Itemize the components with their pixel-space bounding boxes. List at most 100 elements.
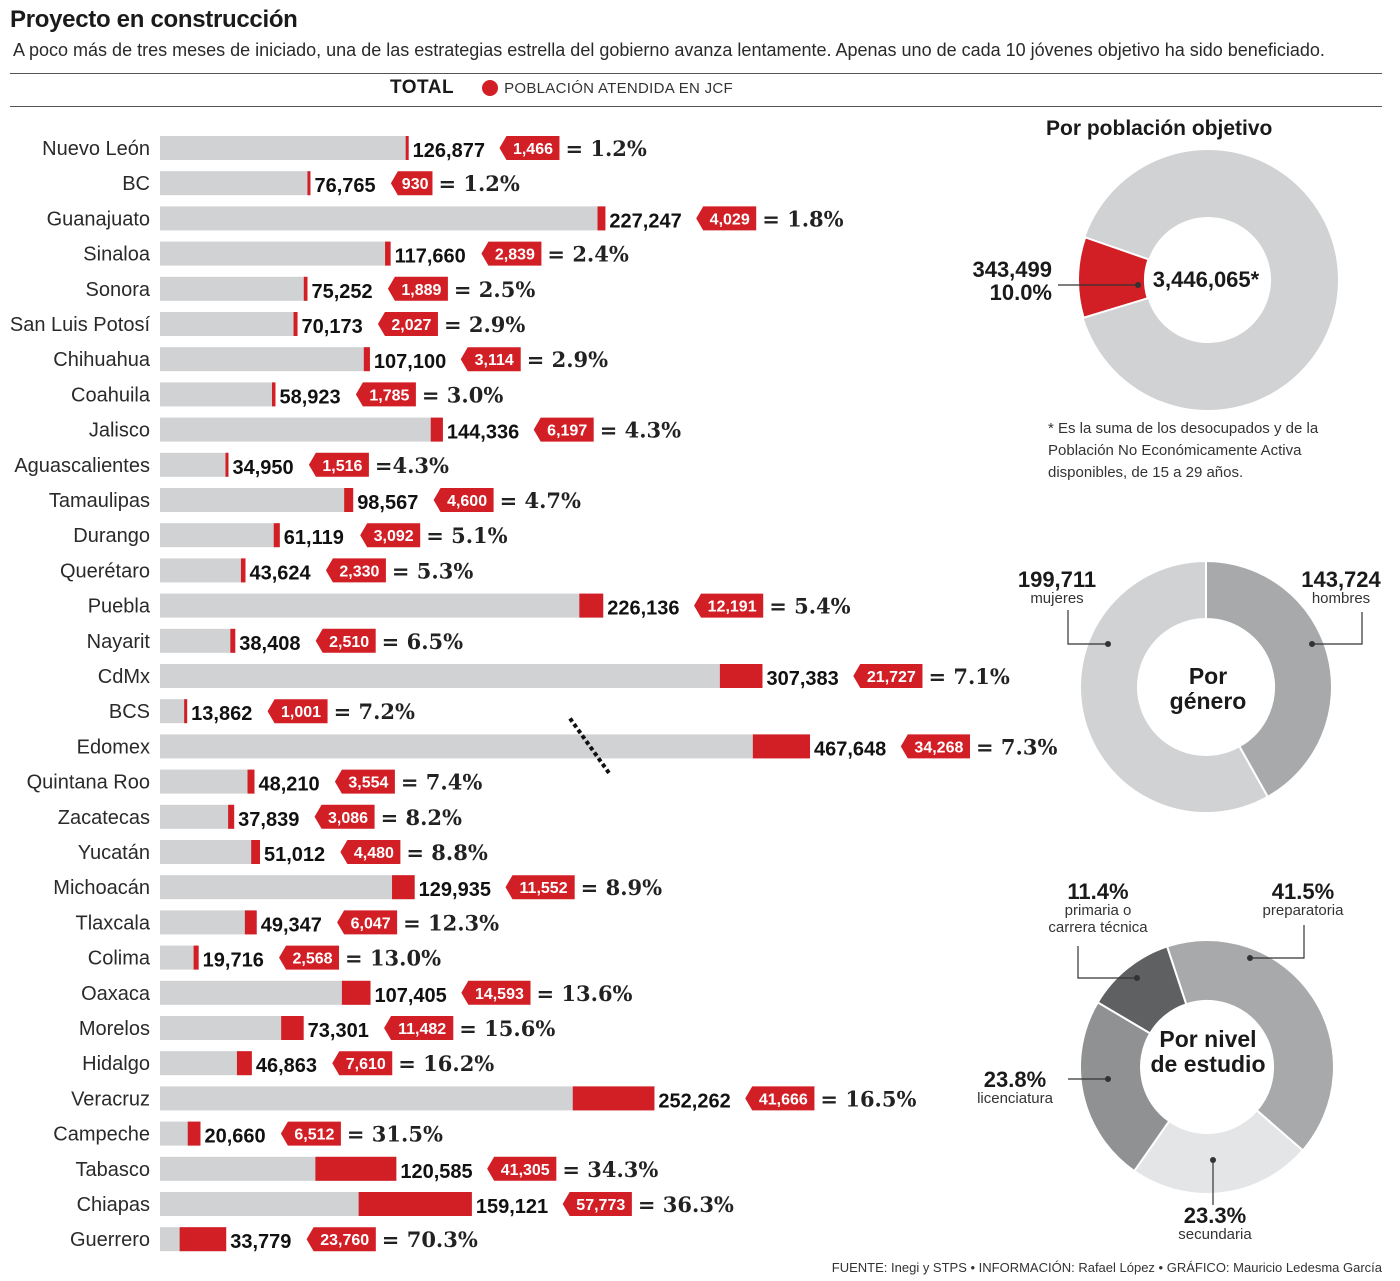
bar-row: Guerrero 33,779 23,760 = 70.3% [70,1227,478,1253]
bar-row: Chihuahua 107,100 3,114 = 2.9% [53,347,608,373]
attended-tag [280,1121,341,1146]
attended-value-label: 1,516 [322,458,362,475]
state-label: Querétaro [60,560,150,582]
objective-leader-dot [1135,282,1141,288]
attended-bar [179,1227,227,1252]
bar-row: Tabasco 120,585 41,305 = 34.3% [76,1156,658,1183]
total-value-label: 98,567 [357,492,418,514]
total-bar [160,558,246,583]
attended-tag [696,206,757,231]
total-value-label: 51,012 [264,844,325,866]
total-value-label: 126,877 [413,140,485,162]
total-value-label: 19,716 [203,950,264,972]
total-bar [160,664,763,688]
attended-tag [325,558,386,583]
total-bar [160,699,188,724]
attended-tag [900,734,970,759]
attended-bar [579,593,604,618]
attended-value-label: 1,889 [401,282,441,299]
percent-label: = 7.4% [401,770,482,795]
attended-value-label: 2,568 [293,951,333,968]
donut-education [1068,925,1335,1205]
total-bar [160,980,371,1005]
attended-tag [355,382,416,407]
total-bar [160,276,308,301]
total-value-label: 34,950 [233,457,294,479]
attended-value-label: 41,305 [501,1162,550,1179]
bar-row: Querétaro 43,624 2,330 = 5.3% [60,558,473,584]
bar-row: Edomex 467,648 34,268 = 7.3% [77,717,1057,776]
gender-center-line1: Por [1188,663,1228,689]
state-label: Campeche [53,1124,150,1146]
state-label: Jalisco [89,420,150,442]
state-label: Edomex [77,736,150,758]
state-label: Zacatecas [58,807,150,829]
attended-tag [390,171,433,196]
attended-tag [460,347,521,372]
total-value-label: 58,923 [279,386,340,408]
attended-bar [225,452,229,477]
total-value-label: 76,765 [314,175,375,197]
state-label: Aguascalientes [14,455,150,477]
percent-label: = 13.6% [537,981,633,1006]
percent-label: = 13.0% [345,946,441,971]
total-bar [160,312,298,336]
edu-primaria-text2: carrera técnica [1048,918,1148,936]
attended-value-label: 930 [402,176,429,193]
edu-licenciatura-value: 23.8% [983,1067,1047,1092]
attended-tag [384,1016,454,1040]
percent-label: = 7.2% [334,699,415,724]
edu-preparatoria-dot [1247,955,1253,961]
percent-label: = 7.3% [976,734,1057,759]
objective-center-total: 3,446,065* [1152,267,1260,292]
objective-attended-slice [1077,236,1150,319]
percent-label: = 8.8% [406,840,487,865]
bar-row: Oaxaca 107,405 14,593 = 13.6% [81,980,633,1007]
gender-men-value: 143,724 [1301,567,1381,592]
total-value-label: 13,862 [191,703,252,725]
attended-tag [487,1156,557,1181]
total-bar [160,241,391,266]
bar-row: Morelos 73,301 11,482 = 15.6% [79,1016,555,1042]
state-label: Tabasco [76,1159,151,1181]
attended-tag [308,452,369,477]
attended-tag [334,769,395,794]
edu-center-line2: de estudio [1150,1050,1266,1077]
bar-row: Yucatán 51,012 4,480 = 8.8% [78,840,488,866]
state-label: Guanajuato [47,208,150,230]
attended-bar [363,347,370,372]
percent-label: = 6.5% [382,629,463,654]
bar-row: Veracruz 252,262 41,666 = 16.5% [71,1086,916,1112]
bar-row: Michoacán 129,935 11,552 = 8.9% [53,875,662,901]
legend-rule [10,106,1382,107]
state-label: Quintana Roo [27,772,150,794]
total-bar [160,171,311,196]
attended-tag [387,276,448,301]
percent-label: = 2.9% [527,347,608,372]
total-bar [160,593,604,618]
attended-tag [461,980,531,1005]
bar-row: Aguascalientes 34,950 1,516 =4.3% [14,452,449,479]
gender-women-value: 199,711 [1017,567,1097,592]
gender-center-label: Por género [1148,664,1268,714]
bar-row: Tlaxcala 49,347 6,047 = 12.3% [76,910,499,936]
attended-bar [307,171,311,196]
attended-bar [240,558,246,583]
bar-row: Colima 19,716 2,568 = 13.0% [88,945,441,972]
total-bar [160,523,280,548]
edu-licenciatura-dot [1105,1076,1111,1082]
attended-value-label: 1,785 [369,387,409,404]
edu-preparatoria-label: 41.5% preparatoria [1258,880,1348,920]
edu-licenciatura-text: licenciatura [977,1090,1053,1108]
attended-value-label: 23,760 [320,1232,369,1249]
bar-row: Zacatecas 37,839 3,086 = 8.2% [58,804,462,831]
attended-value-label: 1,001 [281,704,321,721]
bar-row: BC 76,765 930 = 1.2% [122,171,520,197]
total-value-label: 33,779 [230,1231,291,1253]
state-label: San Luis Potosí [10,314,151,336]
edu-preparatoria-value: 41.5% [1271,879,1335,904]
edu-licenciatura-label: 23.8% licenciatura [970,1068,1060,1108]
edu-secundaria-label: 23.3% secundaria [1170,1204,1260,1244]
state-bar-chart: Nuevo León 126,877 1,466 = 1.2% BC 76,765 930 =… [10,136,1057,1253]
gender-center-line2: género [1169,687,1247,714]
